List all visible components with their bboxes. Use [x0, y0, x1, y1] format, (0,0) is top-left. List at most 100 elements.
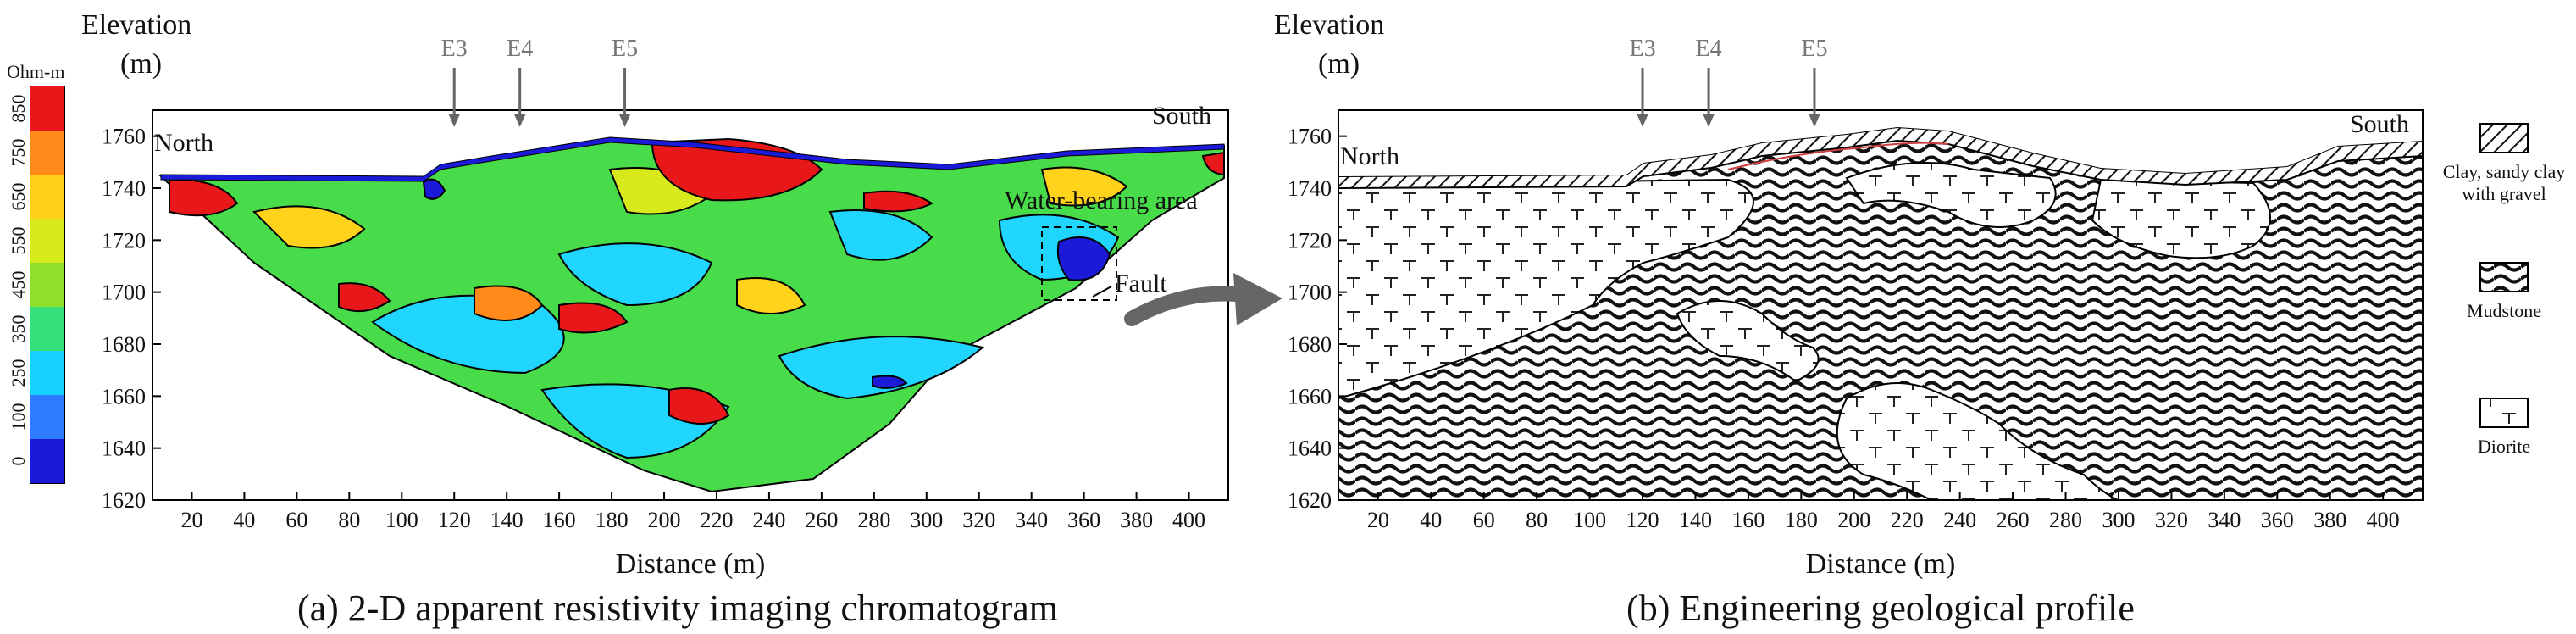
x-tick-label: 120 [1626, 508, 1659, 532]
colorbar-segment [30, 219, 64, 263]
y-tick-label: 1720 [1288, 228, 1332, 253]
y-ticks-b: 1620 1640 1660 1680 1700 1720 1740 1760 [1288, 125, 1347, 513]
direction-north-a: North [154, 129, 213, 157]
diorite-center [1845, 162, 2057, 228]
legend-label-clay-1: Clay, sandy clay [2443, 161, 2566, 182]
diorite-right [2091, 178, 2271, 259]
x-tick-label: 300 [2102, 508, 2135, 532]
annotation-fault: Fault [1115, 270, 1167, 298]
x-tick-label: 260 [805, 508, 838, 532]
y-tick-label: 1700 [1288, 281, 1332, 305]
diorite-lower [1836, 382, 2119, 500]
colorbar-tick-label: 100 [8, 403, 29, 431]
x-tick-label: 100 [1573, 508, 1606, 532]
x-ticks-b: 20 40 60 80 100 120 140 160 180 200 220 240 260 280 30… [1367, 492, 2400, 532]
x-tick-label: 340 [2208, 508, 2241, 532]
marker-arrowhead [618, 114, 631, 127]
colorbar-segments [30, 86, 64, 483]
x-ticks-a: 20 40 60 80 100 120 140 160 180 200 220 240 260 280 30… [180, 492, 1205, 532]
x-tick-label: 20 [1367, 508, 1389, 532]
y-tick-label: 1620 [102, 488, 146, 513]
colorbar-segment [30, 263, 64, 307]
legend-swatch-diorite [2479, 398, 2529, 428]
y-tick-label: 1680 [102, 332, 146, 357]
x-tick-label: 340 [1015, 508, 1048, 532]
x-tick-label: 220 [700, 508, 733, 532]
x-tick-label: 160 [543, 508, 576, 532]
y-tick-label: 1740 [102, 176, 146, 201]
y-tick-label: 1700 [102, 281, 146, 305]
y-tick-label: 1760 [1288, 125, 1332, 149]
colorbar-tick-label: 450 [8, 271, 29, 299]
colorbar-tick-label: 250 [8, 359, 29, 387]
x-tick-label: 60 [1473, 508, 1495, 532]
x-tick-label: 260 [1997, 508, 2030, 532]
x-tick-label: 100 [385, 508, 418, 532]
y-tick-label: 1720 [102, 228, 146, 253]
direction-south-a: South [1152, 102, 1211, 130]
colorbar: Ohm-m 0 100 250 350 450 550 650 750 850 [7, 61, 65, 484]
y-tick-label: 1680 [1288, 332, 1332, 357]
marker-arrowhead [448, 114, 461, 127]
markers-a: E3 E4 E5 [441, 36, 638, 127]
colorbar-segment [30, 439, 64, 483]
colorbar-segment [30, 351, 64, 395]
x-tick-label: 240 [1943, 508, 1976, 532]
x-tick-label: 380 [1120, 508, 1153, 532]
marker-label: E4 [1696, 36, 1722, 62]
x-tick-label: 400 [2367, 508, 2400, 532]
y-tick-label: 1760 [102, 125, 146, 149]
colorbar-unit: Ohm-m [7, 61, 64, 82]
markers-b: E3 E4 E5 [1629, 36, 1828, 127]
x-tick-label: 300 [910, 508, 943, 532]
fault-box [1041, 226, 1117, 301]
x-tick-label: 40 [233, 508, 255, 532]
x-tick-label: 320 [962, 508, 995, 532]
y-label-unit-b: (m) [1318, 48, 1360, 80]
x-tick-label: 280 [857, 508, 890, 532]
colorbar-tick-label: 350 [8, 315, 29, 343]
colorbar-segment [30, 131, 64, 175]
x-tick-label: 140 [490, 508, 524, 532]
x-tick-label: 220 [1891, 508, 1924, 532]
marker-label: E3 [441, 36, 468, 62]
y-tick-label: 1740 [1288, 176, 1332, 201]
x-tick-label: 120 [438, 508, 471, 532]
colorbar-segment [30, 395, 64, 439]
marker-label: E3 [1629, 36, 1655, 62]
x-label-b: Distance (m) [1806, 548, 1956, 580]
direction-south-b: South [2350, 110, 2409, 138]
panel-b: Elevation (m) North South E3 E4 E5 1620 164… [1274, 9, 2565, 629]
colorbar-segment [30, 175, 64, 219]
y-tick-label: 1620 [1288, 488, 1332, 513]
x-tick-label: 320 [2155, 508, 2188, 532]
panel-a: Ohm-m 0 100 250 350 450 550 650 750 850 Elevatio… [7, 9, 1229, 629]
marker-arrowhead [513, 114, 526, 127]
x-tick-label: 240 [752, 508, 785, 532]
marker-arrowhead [1703, 114, 1715, 127]
x-tick-label: 360 [2261, 508, 2294, 532]
x-tick-label: 200 [648, 508, 681, 532]
y-label-top-b: Elevation [1274, 9, 1384, 41]
x-tick-label: 20 [180, 508, 202, 532]
clay-layer [1338, 125, 2423, 190]
x-tick-label: 140 [1679, 508, 1712, 532]
resistivity-section [158, 136, 1225, 493]
y-tick-label: 1640 [1288, 437, 1332, 461]
diorite-left [1338, 178, 1754, 400]
marker-label: E5 [612, 36, 638, 62]
x-tick-label: 60 [285, 508, 307, 532]
geology-section [1338, 110, 2423, 500]
x-tick-label: 280 [2049, 508, 2082, 532]
marker-arrowhead [1637, 114, 1649, 127]
x-tick-label: 180 [1785, 508, 1818, 532]
x-tick-label: 360 [1067, 508, 1100, 532]
y-label-unit: (m) [120, 48, 162, 80]
x-tick-label: 200 [1837, 508, 1870, 532]
marker-arrowhead [1808, 114, 1820, 127]
x-tick-label: 180 [596, 508, 629, 532]
transition-arrow [1124, 286, 1253, 326]
caption-b: (b) Engineering geological profile [1626, 587, 2135, 629]
annotation-water: Water-bearing area [1005, 186, 1198, 214]
x-label-a: Distance (m) [616, 548, 766, 580]
